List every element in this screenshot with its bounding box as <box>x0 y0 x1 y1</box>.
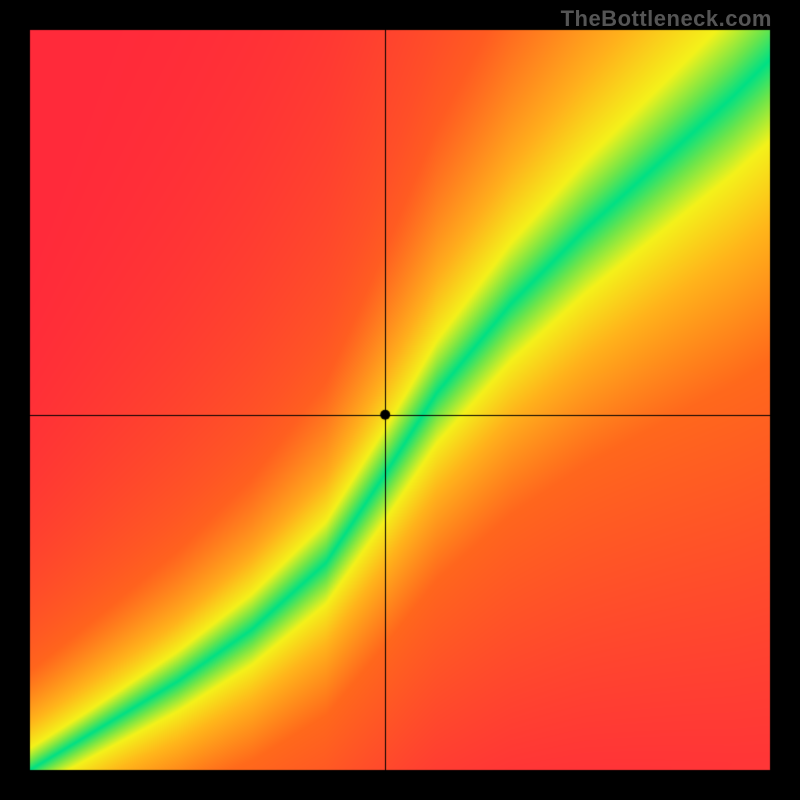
chart-frame: { "watermark": { "text": "TheBottleneck.… <box>0 0 800 800</box>
bottleneck-heatmap <box>0 0 800 800</box>
watermark-text: TheBottleneck.com <box>561 6 772 32</box>
